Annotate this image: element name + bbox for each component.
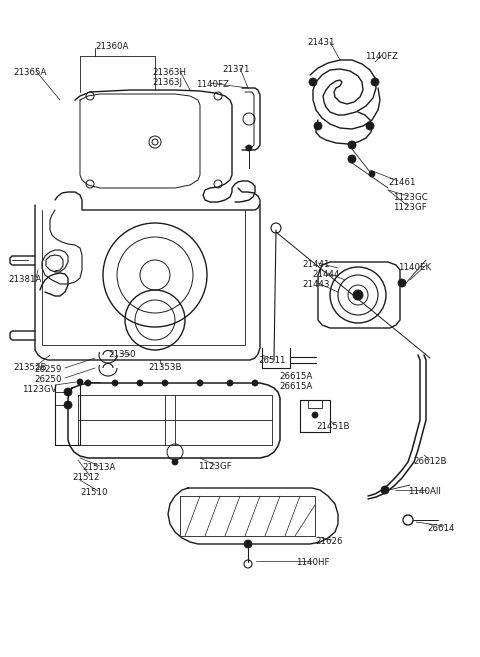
Text: 21350: 21350 <box>108 350 135 359</box>
Circle shape <box>312 412 318 418</box>
Text: 21512: 21512 <box>72 473 99 482</box>
Circle shape <box>227 380 233 386</box>
Text: 21451B: 21451B <box>316 422 349 431</box>
Text: 1140FZ: 1140FZ <box>196 80 229 89</box>
Text: 21461: 21461 <box>388 178 416 187</box>
Circle shape <box>197 380 203 386</box>
Text: 21353B: 21353B <box>148 363 181 372</box>
Circle shape <box>348 155 356 163</box>
Text: 1140FZ: 1140FZ <box>365 52 398 61</box>
Text: 26615A: 26615A <box>279 382 312 391</box>
Text: 21371: 21371 <box>222 65 250 74</box>
Circle shape <box>64 401 72 409</box>
Text: 21444: 21444 <box>312 270 339 279</box>
Circle shape <box>348 141 356 149</box>
Text: 26511: 26511 <box>258 356 286 365</box>
Text: 21360A: 21360A <box>95 42 128 51</box>
Circle shape <box>112 380 118 386</box>
Circle shape <box>309 78 317 86</box>
Text: 21510: 21510 <box>80 488 108 497</box>
Circle shape <box>244 540 252 548</box>
Text: 21352B: 21352B <box>13 363 47 372</box>
Text: 26612B: 26612B <box>413 457 446 466</box>
Circle shape <box>246 145 252 151</box>
Text: 1123GF: 1123GF <box>393 203 427 212</box>
Text: 26615A: 26615A <box>279 372 312 381</box>
Text: 1140EK: 1140EK <box>398 263 431 272</box>
Text: 21381A: 21381A <box>8 275 41 284</box>
Circle shape <box>64 388 72 396</box>
Text: 1123GF: 1123GF <box>198 462 232 471</box>
Text: 21365A: 21365A <box>13 68 47 77</box>
Text: 1140AII: 1140AII <box>408 487 441 496</box>
Circle shape <box>366 122 374 130</box>
Circle shape <box>85 380 91 386</box>
Text: 26250: 26250 <box>34 375 61 384</box>
Circle shape <box>371 78 379 86</box>
Circle shape <box>162 380 168 386</box>
Text: 21626: 21626 <box>315 537 343 546</box>
Text: 21363J: 21363J <box>152 78 182 87</box>
Text: 1123GC: 1123GC <box>393 193 428 202</box>
Circle shape <box>77 379 83 385</box>
Text: 21513A: 21513A <box>82 463 115 472</box>
Circle shape <box>398 279 406 287</box>
Text: 1140HF: 1140HF <box>296 558 329 567</box>
Text: 21431: 21431 <box>307 38 335 47</box>
Text: 21363H: 21363H <box>152 68 186 77</box>
Circle shape <box>252 380 258 386</box>
Text: 21441: 21441 <box>302 260 329 269</box>
Text: 26614: 26614 <box>427 524 455 533</box>
Text: 26259: 26259 <box>34 365 61 374</box>
Text: 21443: 21443 <box>302 280 329 289</box>
Circle shape <box>353 290 363 300</box>
Circle shape <box>369 171 375 177</box>
Text: 1123GV: 1123GV <box>22 385 57 394</box>
Circle shape <box>314 122 322 130</box>
Circle shape <box>381 486 389 494</box>
Circle shape <box>137 380 143 386</box>
Circle shape <box>172 459 178 465</box>
